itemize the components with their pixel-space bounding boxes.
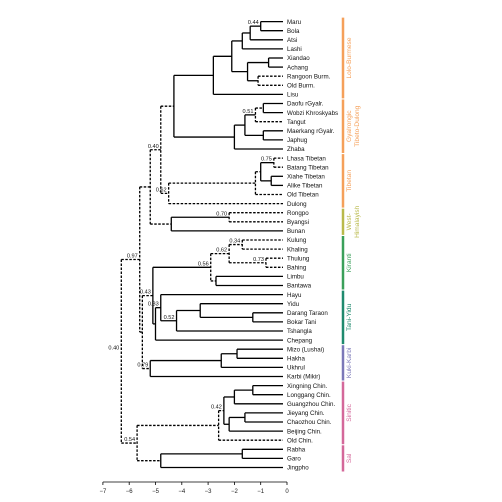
leaf-label: Hakha [287, 356, 305, 363]
leaf-label: Xingning Chin. [287, 383, 328, 390]
x-axis-tick-label: −6 [126, 489, 134, 495]
leaf-label: Bahing [287, 265, 307, 272]
leaf-label: Ukhrul [287, 365, 305, 372]
x-axis-tick-label: 0 [285, 489, 289, 495]
x-axis-tick-label: −4 [178, 489, 186, 495]
leaf-label: Xiahe Tibetan [287, 174, 325, 181]
leaf-label: Jingpho [287, 465, 309, 472]
leaf-label: Mizo (Lushai) [287, 346, 324, 353]
leaf-label: Lashi [287, 46, 302, 53]
node-support-label: 0.44 [248, 20, 259, 26]
leaf-label: Bantawa [287, 283, 312, 290]
x-axis-tick-label: −1 [257, 489, 265, 495]
node-support-label: 0.73 [253, 257, 264, 263]
node-support-label: 0.40 [148, 144, 159, 150]
x-axis-tick-label: −7 [99, 489, 107, 495]
x-axis-tick-label: −3 [205, 489, 213, 495]
leaf-label: Achang [287, 64, 309, 71]
group-label: Kiranti [346, 253, 353, 272]
group-label: Tibetan [346, 170, 353, 192]
x-axis-tick-label: −2 [231, 489, 239, 495]
leaf-label: Limbu [287, 274, 304, 281]
leaf-label: Maerkang rGyalr. [287, 128, 335, 135]
leaf-label: Chaozhou Chin. [287, 419, 332, 426]
leaf-label: Rongpo [287, 210, 309, 217]
leaf-label: Kulung [287, 237, 307, 244]
leaf-label: Alike Tibetan [287, 183, 323, 190]
leaf-label: Guangzhou Chin. [287, 401, 335, 408]
leaf-label: Jieyang Chin. [287, 410, 325, 417]
leaf-label: Old Chin. [287, 437, 313, 444]
node-support-label: 0.56 [198, 261, 209, 267]
node-support-label: 0.62 [216, 248, 227, 254]
leaf-label: Tangut [287, 119, 306, 126]
group-label: West- [346, 213, 353, 230]
leaf-label: Wobzi Khroskyabs [287, 110, 338, 117]
node-support-label: 0.51 [243, 109, 254, 115]
node-support-label: 0.34 [229, 239, 240, 245]
leaf-label: Thulung [287, 255, 310, 262]
leaf-label: Karbi (Mikir) [287, 374, 320, 381]
leaf-label: Hayu [287, 292, 302, 299]
leaf-label: Garo [287, 456, 301, 463]
node-support-label: 0.62 [156, 187, 167, 193]
leaf-label: Tshangla [287, 328, 312, 335]
leaf-label: Chepang [287, 337, 313, 344]
node-support-label: 0.75 [261, 157, 272, 163]
leaf-label: Daofu rGyalr. [287, 101, 324, 108]
leaf-label: Dulong [287, 201, 307, 208]
leaf-label: Old Tibetan [287, 192, 319, 199]
group-label: Himalayish [354, 205, 361, 238]
group-label: Lolo-Burmese [346, 37, 353, 78]
group-label: Tani-Yidu [346, 303, 353, 331]
leaf-label: Maru [287, 19, 302, 26]
leaf-label: Darang Taraon [287, 310, 328, 317]
node-support-label: 0.52 [164, 315, 175, 321]
leaf-label: Byangsi [287, 219, 309, 226]
leaf-label: Beijing Chin. [287, 428, 322, 435]
leaf-label: Khaling [287, 246, 308, 253]
leaf-label: Xiandao [287, 55, 310, 62]
group-label: Gyalrongic [346, 110, 353, 142]
group-label: Sal [346, 453, 353, 463]
group-label: Kuki-Karbi [346, 347, 353, 378]
group-label: Sinitic [346, 403, 353, 421]
leaf-label: Yidu [287, 301, 300, 308]
leaf-label: Old Burm. [287, 83, 315, 90]
node-support-label: 0.33 [148, 302, 159, 308]
leaf-label: Batang Tibetan [287, 164, 329, 171]
leaf-label: Rabha [287, 447, 306, 454]
node-support-label: 0.43 [140, 290, 151, 296]
x-axis-tick-label: −5 [152, 489, 160, 495]
node-support-label: 0.97 [127, 253, 138, 259]
leaf-label: Lhasa Tibetan [287, 155, 326, 162]
node-support-label: 0.54 [124, 437, 135, 443]
leaf-label: Longgang Chin. [287, 392, 331, 399]
leaf-label: Rangoon Burm. [287, 73, 331, 80]
node-support-label: 0.40 [108, 345, 119, 351]
leaf-label: Atsi [287, 37, 297, 44]
node-support-label: 0.42 [211, 405, 222, 411]
node-support-label: 0.70 [216, 211, 227, 217]
leaf-label: Zhaba [287, 146, 305, 153]
leaf-label: Lisu [287, 92, 299, 99]
leaf-label: Bola [287, 28, 300, 35]
node-support-label: 0.79 [137, 363, 148, 369]
group-label: Tibeto-Dulong [354, 105, 361, 147]
leaf-label: Bunan [287, 228, 305, 235]
leaf-label: Bokar Tani [287, 319, 316, 326]
leaf-label: Japhug [287, 137, 308, 144]
